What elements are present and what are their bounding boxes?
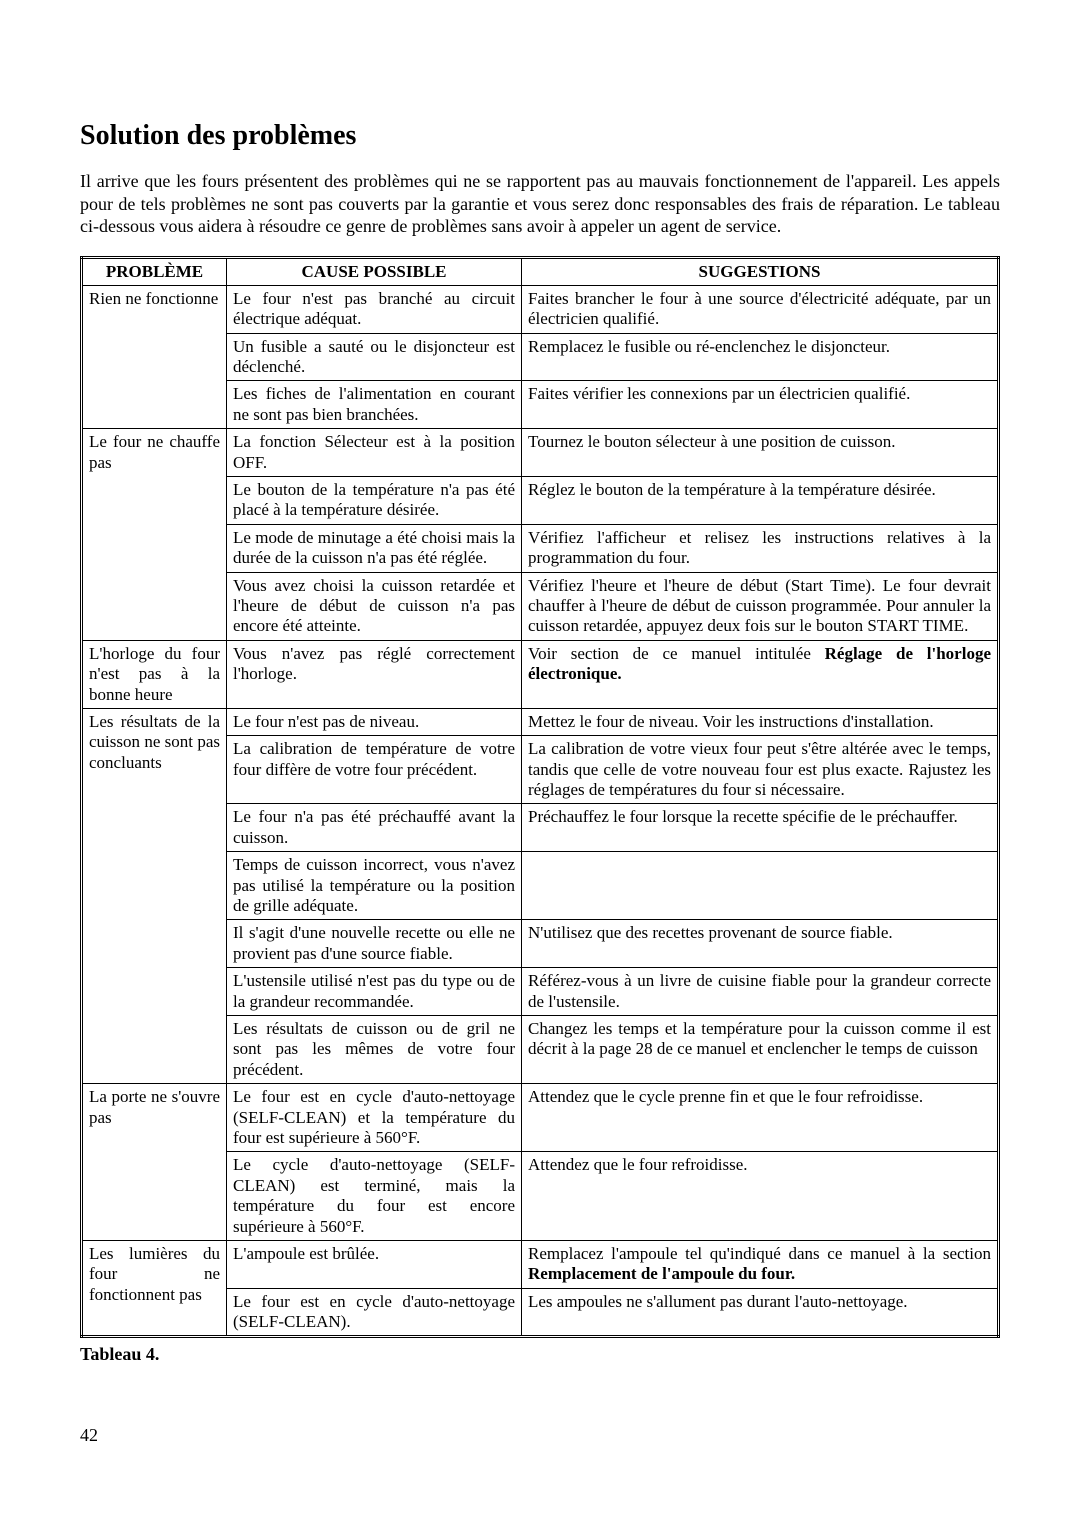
table-row: Les lumières du four ne fonctionnent pas… — [82, 1240, 999, 1288]
suggestion-cell: Faites vérifier les connexions par un él… — [522, 381, 999, 429]
suggestion-cell: Tournez le bouton sélecteur à une positi… — [522, 429, 999, 477]
suggestion-cell: N'utilisez que des recettes provenant de… — [522, 920, 999, 968]
table-row: Rien ne fonctionne Le four n'est pas bra… — [82, 285, 999, 333]
suggestion-cell: Préchauffez le four lorsque la recette s… — [522, 804, 999, 852]
table-row: Le four ne chauffe pas La fonction Sélec… — [82, 429, 999, 477]
cause-cell: Le four est en cycle d'auto-nettoyage (S… — [227, 1084, 522, 1152]
cause-cell: Vous avez choisi la cuisson retardée et … — [227, 572, 522, 640]
problem-cell: Le four ne chauffe pas — [82, 429, 227, 641]
cause-cell: Vous n'avez pas réglé correctement l'hor… — [227, 640, 522, 708]
suggestion-text: Voir section de ce manuel intitulée — [528, 644, 825, 663]
cause-cell: Le mode de minutage a été choisi mais la… — [227, 524, 522, 572]
cause-cell: Un fusible a sauté ou le disjoncteur est… — [227, 333, 522, 381]
table-header-row: PROBLÈME CAUSE POSSIBLE SUGGESTIONS — [82, 257, 999, 285]
suggestion-cell: La calibration de votre vieux four peut … — [522, 736, 999, 804]
table-row: L'horloge du four n'est pas à la bonne h… — [82, 640, 999, 708]
troubleshooting-table: PROBLÈME CAUSE POSSIBLE SUGGESTIONS Rien… — [80, 256, 1000, 1339]
suggestion-cell: Vérifiez l'afficheur et relisez les inst… — [522, 524, 999, 572]
suggestion-bold: Remplacement de l'ampoule du four. — [528, 1264, 795, 1283]
suggestion-cell: Changez les temps et la température pour… — [522, 1016, 999, 1084]
cause-cell: Le cycle d'auto-nettoyage (SELF-CLEAN) e… — [227, 1152, 522, 1241]
cause-cell: Les fiches de l'alimentation en courant … — [227, 381, 522, 429]
cause-cell: La fonction Sélecteur est à la position … — [227, 429, 522, 477]
suggestion-cell: Réglez le bouton de la température à la … — [522, 477, 999, 525]
suggestion-cell: Attendez que le four refroidisse. — [522, 1152, 999, 1241]
problem-cell: Rien ne fonctionne — [82, 285, 227, 428]
cause-cell: Les résultats de cuisson ou de gril ne s… — [227, 1016, 522, 1084]
suggestion-cell: Remplacez l'ampoule tel qu'indiqué dans … — [522, 1240, 999, 1288]
suggestion-cell: Les ampoules ne s'allument pas durant l'… — [522, 1288, 999, 1337]
suggestion-cell: Voir section de ce manuel intitulée Régl… — [522, 640, 999, 708]
cause-cell: Le bouton de la température n'a pas été … — [227, 477, 522, 525]
problem-cell: Les résultats de la cuisson ne sont pas … — [82, 708, 227, 1083]
problem-cell: L'horloge du four n'est pas à la bonne h… — [82, 640, 227, 708]
table-row: Les résultats de la cuisson ne sont pas … — [82, 708, 999, 735]
cause-cell: La calibration de température de votre f… — [227, 736, 522, 804]
header-problem: PROBLÈME — [82, 257, 227, 285]
suggestion-cell: Référez-vous à un livre de cuisine fiabl… — [522, 968, 999, 1016]
suggestion-cell — [522, 852, 999, 920]
cause-cell: Le four n'est pas branché au circuit éle… — [227, 285, 522, 333]
suggestion-cell: Attendez que le cycle prenne fin et que … — [522, 1084, 999, 1152]
suggestion-text: Remplacez l'ampoule tel qu'indiqué dans … — [528, 1244, 991, 1263]
cause-cell: Il s'agit d'une nouvelle recette ou elle… — [227, 920, 522, 968]
suggestion-cell: Remplacez le fusible ou ré-enclenchez le… — [522, 333, 999, 381]
page-title: Solution des problèmes — [80, 120, 1000, 152]
table-row: La porte ne s'ouvre pas Le four est en c… — [82, 1084, 999, 1152]
problem-cell: Les lumières du four ne fonctionnent pas — [82, 1240, 227, 1337]
header-suggestion: SUGGESTIONS — [522, 257, 999, 285]
page-number: 42 — [80, 1425, 98, 1446]
suggestion-cell: Vérifiez l'heure et l'heure de début (St… — [522, 572, 999, 640]
problem-cell: La porte ne s'ouvre pas — [82, 1084, 227, 1241]
suggestion-cell: Mettez le four de niveau. Voir les instr… — [522, 708, 999, 735]
cause-cell: L'ampoule est brûlée. — [227, 1240, 522, 1288]
cause-cell: Le four n'est pas de niveau. — [227, 708, 522, 735]
cause-cell: Le four est en cycle d'auto-nettoyage (S… — [227, 1288, 522, 1337]
suggestion-cell: Faites brancher le four à une source d'é… — [522, 285, 999, 333]
table-caption: Tableau 4. — [80, 1344, 1000, 1365]
intro-paragraph: Il arrive que les fours présentent des p… — [80, 170, 1000, 238]
cause-cell: Le four n'a pas été préchauffé avant la … — [227, 804, 522, 852]
cause-cell: Temps de cuisson incorrect, vous n'avez … — [227, 852, 522, 920]
header-cause: CAUSE POSSIBLE — [227, 257, 522, 285]
cause-cell: L'ustensile utilisé n'est pas du type ou… — [227, 968, 522, 1016]
